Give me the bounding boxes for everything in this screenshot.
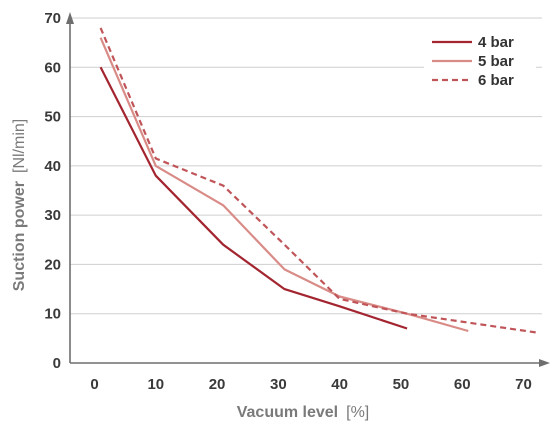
y-tick-label: 0 <box>53 355 61 372</box>
legend-label: 5 bar <box>478 53 514 70</box>
y-axis-title: Suction power [Nl/min] <box>11 119 28 291</box>
series-lines <box>99 27 536 334</box>
x-axis-arrow <box>539 359 550 367</box>
y-tick-label: 10 <box>44 306 61 323</box>
series-line-5-bar <box>99 37 469 333</box>
x-axis-label: Vacuum level <box>237 404 338 421</box>
y-tick-label: 30 <box>44 207 61 224</box>
legend: 4 bar 5 bar 6 bar <box>424 24 536 100</box>
x-tick-label: 0 <box>90 376 98 393</box>
y-axis-label: Suction power <box>11 181 28 291</box>
y-axis-arrow <box>66 12 74 24</box>
legend-label: 6 bar <box>478 72 514 89</box>
series-line-6-bar <box>99 27 536 334</box>
x-tick-label: 60 <box>454 376 471 393</box>
x-tick-label: 10 <box>147 376 164 393</box>
axes <box>66 12 550 367</box>
x-tick-label: 20 <box>209 376 226 393</box>
y-tick-label: 40 <box>44 158 61 175</box>
y-tick-label: 50 <box>44 109 61 126</box>
y-tick-label: 70 <box>44 10 61 27</box>
x-tick-label: 50 <box>393 376 410 393</box>
x-tick-label: 40 <box>331 376 348 393</box>
legend-label: 4 bar <box>478 34 514 51</box>
x-axis-unit: [%] <box>346 404 369 421</box>
grid-lines <box>70 17 542 315</box>
y-axis-unit: [Nl/min] <box>11 119 28 173</box>
x-tick-label: 70 <box>515 376 532 393</box>
x-tick-label: 30 <box>270 376 287 393</box>
x-tick-labels: 0 10 20 30 40 50 60 70 <box>90 376 531 393</box>
y-tick-label: 20 <box>44 256 61 273</box>
y-tick-label: 60 <box>44 59 61 76</box>
y-tick-labels: 0 10 20 30 40 50 60 70 <box>44 10 61 372</box>
x-axis-title: Vacuum level [%] <box>237 404 370 421</box>
series-line-4-bar <box>99 66 408 330</box>
